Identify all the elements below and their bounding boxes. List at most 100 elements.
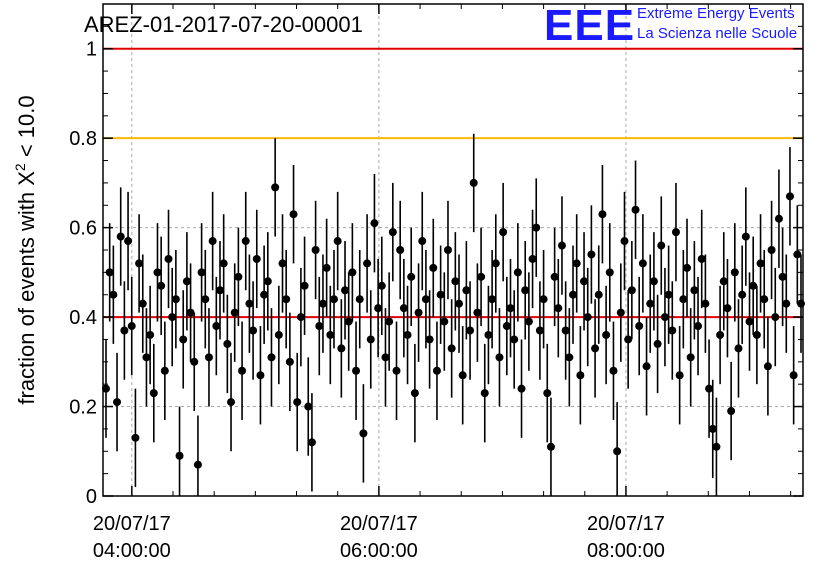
data-point	[767, 246, 776, 254]
data-point	[561, 326, 570, 335]
data-point	[469, 178, 478, 187]
data-point	[102, 384, 110, 393]
eee-logo: EEE Extreme Energy Events La Scienza nel…	[544, 1, 797, 50]
data-point	[322, 263, 331, 272]
data-point	[569, 290, 578, 299]
data-point	[186, 308, 195, 317]
data-point	[580, 277, 589, 286]
data-point	[337, 344, 346, 353]
data-point	[377, 281, 386, 290]
data-point	[624, 335, 633, 344]
data-point	[712, 442, 721, 451]
x-tick-label-time: 04:00:00	[93, 540, 171, 562]
data-point	[488, 295, 497, 304]
data-point	[734, 344, 743, 353]
data-point	[701, 299, 710, 308]
data-point	[190, 357, 199, 366]
data-point	[219, 259, 228, 268]
data-point	[352, 366, 361, 375]
data-point	[499, 228, 508, 237]
data-point	[539, 295, 548, 304]
data-point	[771, 313, 780, 322]
data-point	[620, 237, 629, 246]
data-point	[293, 398, 302, 407]
data-point	[366, 335, 375, 344]
data-point	[513, 268, 522, 277]
data-point	[594, 290, 603, 299]
data-point	[289, 210, 298, 219]
data-point	[355, 295, 364, 304]
data-point	[168, 313, 177, 322]
data-point	[131, 433, 140, 442]
data-point	[668, 326, 677, 335]
logo-line-2: La Scienza nelle Scuole	[637, 25, 797, 42]
data-point	[653, 339, 662, 348]
data-point	[142, 353, 151, 362]
data-point	[282, 295, 291, 304]
data-point	[267, 353, 276, 362]
data-point	[521, 286, 530, 295]
data-point	[532, 223, 541, 232]
data-point	[462, 286, 471, 295]
data-point	[403, 330, 412, 339]
chart-title: AREZ-01-2017-07-20-00001	[84, 12, 363, 37]
data-point	[491, 259, 500, 268]
data-point	[587, 250, 596, 259]
data-point	[227, 398, 236, 407]
data-point	[296, 313, 305, 322]
data-point	[344, 317, 353, 326]
data-point	[381, 353, 390, 362]
data-point	[223, 339, 232, 348]
data-point	[414, 308, 423, 317]
data-point	[120, 326, 129, 335]
data-point	[760, 295, 769, 304]
data-point	[234, 272, 243, 281]
data-point	[550, 272, 559, 281]
data-point	[565, 353, 574, 362]
data-point	[304, 402, 313, 411]
data-point	[694, 322, 703, 331]
data-point	[484, 330, 493, 339]
data-point	[182, 277, 191, 286]
data-point	[260, 290, 269, 299]
data-point	[370, 219, 379, 228]
data-point	[410, 389, 419, 398]
data-point	[215, 286, 224, 295]
y-tick-label: 0.6	[69, 218, 97, 240]
data-point	[716, 330, 725, 339]
data-point	[602, 330, 611, 339]
data-point	[756, 259, 765, 268]
error-bars	[105, 133, 802, 496]
logo-line-1: Extreme Energy Events	[637, 5, 795, 22]
y-axis-label-chi: X	[14, 171, 39, 186]
data-point	[241, 237, 250, 246]
data-point	[341, 286, 350, 295]
data-point	[741, 232, 750, 241]
data-point	[502, 322, 511, 331]
data-point	[208, 237, 217, 246]
data-point	[557, 241, 566, 250]
data-point	[307, 438, 316, 447]
data-point	[517, 384, 526, 393]
data-point	[329, 295, 338, 304]
data-point	[238, 366, 247, 375]
data-point	[546, 442, 555, 451]
data-point	[572, 259, 581, 268]
data-point	[278, 259, 287, 268]
data-point	[197, 268, 206, 277]
data-point	[348, 268, 357, 277]
data-point	[443, 246, 452, 254]
data-point	[318, 299, 327, 308]
data-point	[664, 290, 673, 299]
data-point	[109, 290, 118, 299]
y-tick-label: 0	[86, 486, 97, 508]
data-point	[146, 330, 155, 339]
data-point	[738, 290, 747, 299]
data-point	[679, 295, 688, 304]
data-point	[495, 353, 504, 362]
data-point	[690, 286, 699, 295]
data-point	[657, 241, 666, 250]
data-point	[164, 254, 173, 263]
data-point	[385, 317, 394, 326]
